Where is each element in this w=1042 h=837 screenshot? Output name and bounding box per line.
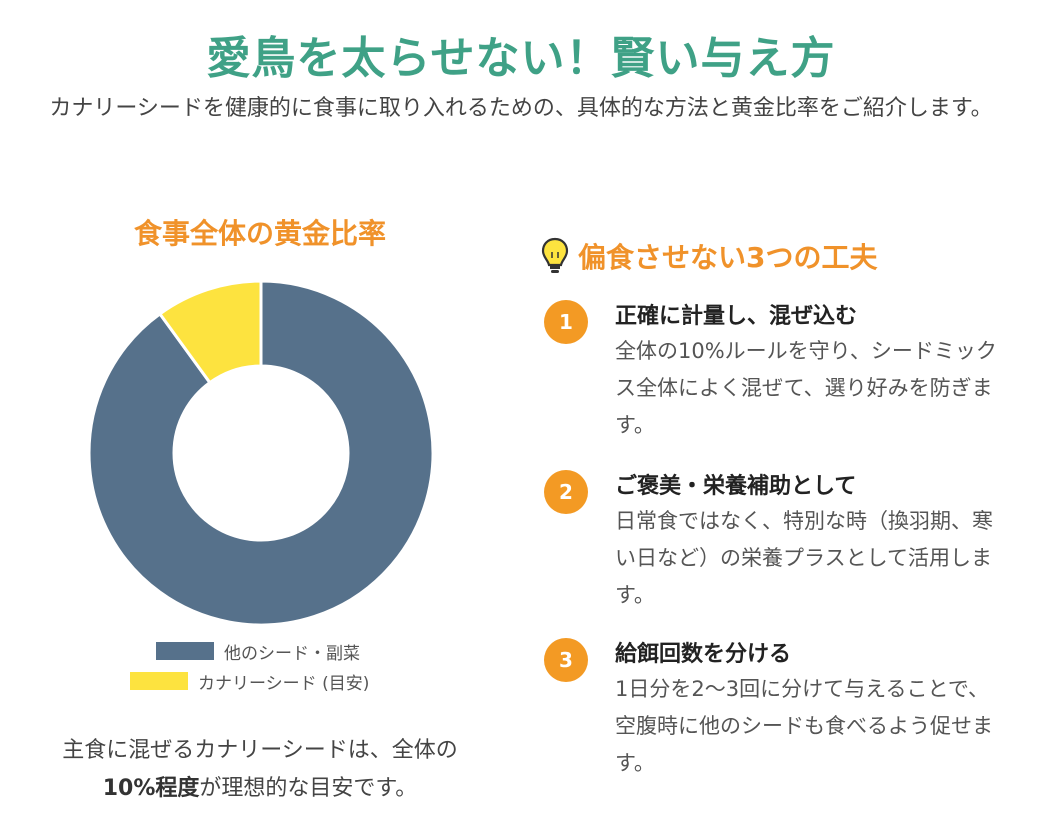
tip-title: 正確に計量し、混ぜ込む	[615, 304, 858, 329]
legend-item-other-seeds: 他のシード・副菜	[156, 636, 430, 666]
tip-description: 日常食ではなく、特別な時（換羽期、寒い日など）の栄養プラスとして活用します。	[615, 509, 993, 607]
legend-swatch-canary-seed	[130, 672, 188, 690]
legend-swatch-other-seeds	[156, 642, 214, 660]
tip-number-badge: 3	[544, 638, 588, 682]
tip-title: ご褒美・栄養補助として	[615, 474, 857, 499]
tips-heading: 偏食させない3つの工夫	[540, 236, 877, 276]
tip-number-badge: 2	[544, 470, 588, 514]
chart-title: 食事全体の黄金比率	[133, 217, 386, 250]
chart-note-line2: が理想的な目安です。	[199, 776, 418, 801]
tip-description: 全体の10%ルールを守り、シードミックス全体によく混ぜて、選り好みを防ぎます。	[615, 339, 997, 437]
chart-note-line1: 主食に混ぜるカナリーシードは、全体の	[62, 738, 458, 763]
chart-note-highlight: 10%程度	[102, 776, 200, 801]
legend-label-other-seeds: 他のシード・副菜	[224, 643, 360, 664]
lightbulb-icon	[541, 237, 569, 273]
page-subtitle: カナリーシードを健康的に食事に取り入れるための、具体的な方法と黄金比率をご紹介し…	[49, 96, 993, 121]
tip-title: 給餌回数を分ける	[615, 642, 792, 667]
legend-item-canary-seed: カナリーシード (目安)	[130, 666, 430, 696]
page-title: 愛鳥を太らせない！賢い与え方	[206, 33, 836, 84]
tip-number-badge: 1	[544, 300, 588, 344]
chart-legend: 他のシード・副菜 カナリーシード (目安)	[130, 636, 430, 696]
legend-label-canary-seed: カナリーシード (目安)	[198, 673, 370, 694]
chart-note: 主食に混ぜるカナリーシードは、全体の 10%程度が理想的な目安です。	[30, 732, 490, 808]
tips-heading-text: 偏食させない3つの工夫	[578, 241, 878, 274]
tip-description: 1日分を2〜3回に分けて与えることで、空腹時に他のシードも食べるよう促せます。	[615, 677, 993, 775]
donut-chart	[87, 279, 435, 627]
donut-slice-other-seeds	[87, 279, 435, 627]
donut-slice-canary-seed	[157, 279, 263, 385]
